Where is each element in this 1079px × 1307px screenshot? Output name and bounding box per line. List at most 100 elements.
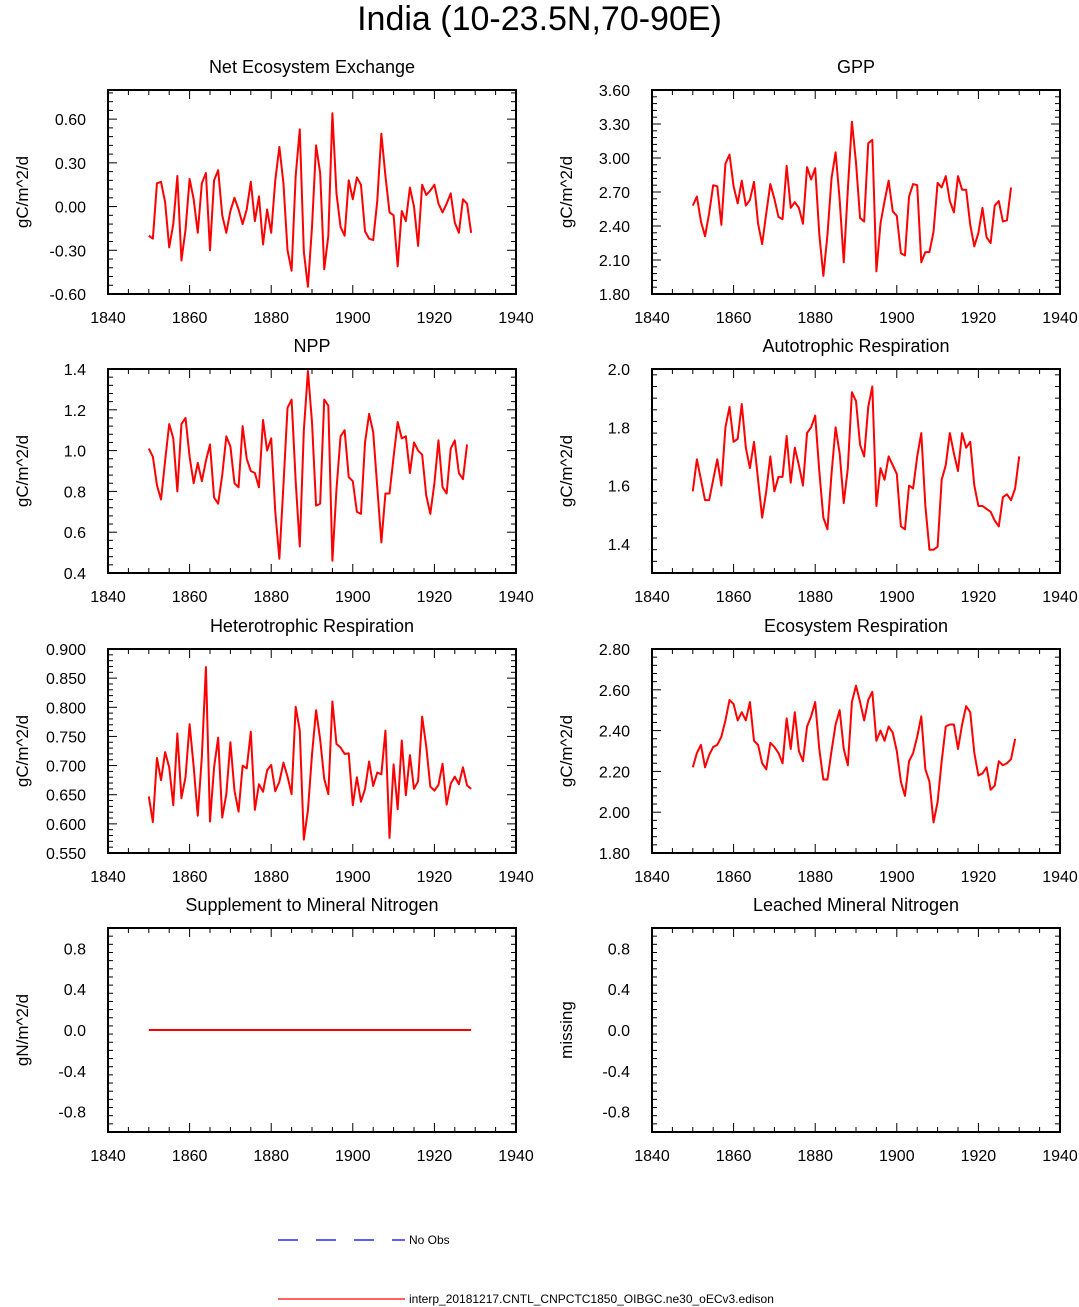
- y-tick-label: -0.30: [50, 243, 87, 260]
- y-tick-label: 0.8: [64, 941, 86, 958]
- y-tick-label: 0.850: [46, 671, 86, 688]
- y-tick-label: 2.20: [599, 764, 630, 781]
- y-tick-label: 0.750: [46, 729, 86, 746]
- y-tick-label: 0.4: [64, 566, 86, 583]
- chart-panels: 1840 1860 1880 1900 1920 1940 -0.60 -0.30 0.00 0.…: [13, 57, 1078, 1165]
- y-tick-label: 0.0: [64, 1023, 86, 1040]
- x-tick-label: 1880: [253, 310, 289, 327]
- y-tick-label: 0.4: [608, 982, 630, 999]
- page-title: India (10-23.5N,70-90E): [357, 0, 722, 38]
- panel-title: Net Ecosystem Exchange: [209, 57, 415, 77]
- x-tick-label: 1860: [172, 869, 208, 886]
- x-tick-label: 1860: [172, 310, 208, 327]
- x-tick-label: 1920: [417, 310, 453, 327]
- y-tick-label: 0.00: [55, 200, 86, 217]
- chart-panel-7: 1840 1860 1880 1900 1920 1940 -0.8 -0.4 0.0 0.4 0.…: [13, 895, 534, 1165]
- chart-panel-1: 1840 1860 1880 1900 1920 1940 -0.60 -0.30 0.00 0.…: [13, 57, 534, 327]
- y-tick-label: 0.600: [46, 817, 86, 834]
- panel-title: Leached Mineral Nitrogen: [753, 895, 959, 915]
- x-tick-label: 1940: [498, 1148, 534, 1165]
- panel-title: Supplement to Mineral Nitrogen: [185, 895, 438, 915]
- chart-panel-2: 1840 1860 1880 1900 1920 1940 1.80 2.10 2.40 2.70…: [557, 57, 1078, 327]
- x-tick-label: 1900: [335, 1148, 371, 1165]
- y-tick-label: 0.550: [46, 846, 86, 863]
- panel-title: Ecosystem Respiration: [764, 616, 948, 636]
- y-tick-label: 0.900: [46, 642, 86, 659]
- x-tick-label: 1940: [1042, 869, 1078, 886]
- series-line-model: [147, 666, 472, 841]
- legend-obs-label: No Obs: [409, 1233, 450, 1247]
- y-tick-label: 3.60: [599, 83, 630, 100]
- y-tick-label: 1.2: [64, 403, 86, 420]
- series-line-model: [691, 385, 1021, 551]
- x-tick-label: 1840: [634, 869, 670, 886]
- x-tick-label: 1900: [879, 1148, 915, 1165]
- x-tick-label: 1880: [797, 589, 833, 606]
- chart-panel-4: 1840 1860 1880 1900 1920 1940 1.4 1.6 1.8 2.0 Auto…: [557, 336, 1078, 606]
- x-tick-label: 1920: [961, 589, 997, 606]
- x-tick-label: 1900: [879, 310, 915, 327]
- y-axis-label: gC/m^2/d: [13, 156, 32, 228]
- x-tick-label: 1940: [498, 869, 534, 886]
- x-tick-label: 1920: [417, 589, 453, 606]
- y-axis-label: missing: [557, 1001, 576, 1059]
- x-tick-label: 1920: [961, 869, 997, 886]
- legend: No Obs interp_20181217.CNTL_CNPCTC1850_O…: [278, 1233, 774, 1306]
- y-tick-label: 0.6: [64, 525, 86, 542]
- plot-frame: [651, 927, 1061, 1133]
- x-tick-label: 1920: [961, 1148, 997, 1165]
- y-tick-label: 1.80: [599, 287, 630, 304]
- plot-frame: [107, 89, 517, 295]
- y-axis-label: gN/m^2/d: [13, 994, 32, 1066]
- series-line-model: [691, 684, 1017, 824]
- x-tick-label: 1860: [716, 869, 752, 886]
- y-tick-label: -0.60: [50, 287, 87, 304]
- x-tick-label: 1940: [498, 310, 534, 327]
- y-tick-label: 1.80: [599, 846, 630, 863]
- x-tick-label: 1900: [879, 589, 915, 606]
- y-tick-label: 3.00: [599, 151, 630, 168]
- y-tick-label: 2.40: [599, 724, 630, 741]
- y-tick-label: 0.0: [608, 1023, 630, 1040]
- y-tick-label: -0.4: [602, 1064, 630, 1081]
- x-tick-label: 1940: [1042, 589, 1078, 606]
- y-tick-label: 1.0: [64, 444, 86, 461]
- x-tick-label: 1860: [716, 589, 752, 606]
- y-tick-label: 1.6: [608, 479, 630, 496]
- x-tick-label: 1840: [90, 1148, 126, 1165]
- x-tick-label: 1940: [1042, 1148, 1078, 1165]
- x-tick-label: 1840: [634, 310, 670, 327]
- y-tick-label: 0.30: [55, 156, 86, 173]
- x-tick-label: 1840: [90, 310, 126, 327]
- x-tick-label: 1880: [797, 1148, 833, 1165]
- x-tick-label: 1860: [716, 1148, 752, 1165]
- x-tick-label: 1920: [961, 310, 997, 327]
- y-tick-label: 2.60: [599, 683, 630, 700]
- y-tick-label: 1.4: [64, 362, 86, 379]
- y-tick-label: -0.8: [602, 1105, 630, 1122]
- y-tick-label: 0.8: [64, 484, 86, 501]
- y-axis-label: gC/m^2/d: [557, 156, 576, 228]
- panel-title: Autotrophic Respiration: [762, 336, 949, 356]
- y-axis-label: gC/m^2/d: [557, 715, 576, 787]
- x-tick-label: 1860: [172, 1148, 208, 1165]
- y-tick-label: 0.60: [55, 112, 86, 129]
- y-tick-label: 0.4: [64, 982, 86, 999]
- y-tick-label: 0.650: [46, 788, 86, 805]
- x-tick-label: 1840: [634, 589, 670, 606]
- y-tick-label: 2.80: [599, 642, 630, 659]
- y-tick-label: 0.800: [46, 700, 86, 717]
- x-tick-label: 1880: [253, 869, 289, 886]
- x-tick-label: 1880: [253, 1148, 289, 1165]
- y-tick-label: 2.40: [599, 219, 630, 236]
- x-tick-label: 1940: [498, 589, 534, 606]
- series-line-model: [691, 120, 1013, 277]
- x-tick-label: 1840: [90, 869, 126, 886]
- y-tick-label: -0.4: [58, 1064, 86, 1081]
- x-tick-label: 1940: [1042, 310, 1078, 327]
- x-tick-label: 1920: [417, 1148, 453, 1165]
- chart-panel-8: 1840 1860 1880 1900 1920 1940 -0.8 -0.4 0.0 0.4 0.…: [557, 895, 1078, 1165]
- panel-title: GPP: [837, 57, 875, 77]
- y-tick-label: 0.700: [46, 759, 86, 776]
